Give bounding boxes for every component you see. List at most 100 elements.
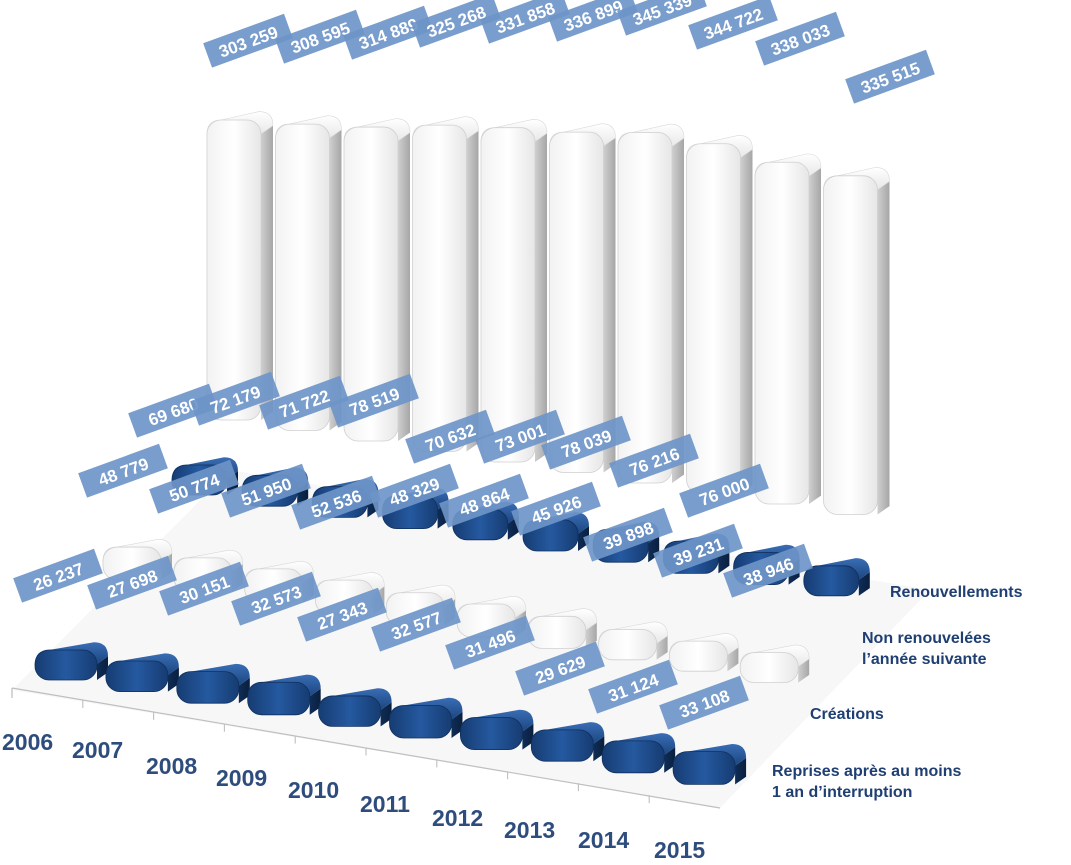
bar-3-2012 bbox=[459, 717, 523, 750]
data-label-box bbox=[548, 0, 638, 42]
bar-side bbox=[309, 688, 321, 715]
data-label-box bbox=[475, 409, 565, 464]
data-label-box bbox=[291, 475, 381, 530]
year-label-2007: 2007 bbox=[72, 737, 123, 763]
year-label-2013: 2013 bbox=[504, 817, 555, 843]
year-label-2010: 2010 bbox=[288, 777, 339, 803]
bar-side bbox=[809, 167, 821, 504]
bar-0-2006 bbox=[206, 119, 262, 421]
data-label-box bbox=[369, 463, 459, 518]
series-label-3: 1 an d’interruption bbox=[772, 784, 912, 801]
bar-2-2015 bbox=[739, 652, 799, 683]
bar-2-2013 bbox=[598, 629, 657, 661]
data-label-box bbox=[190, 371, 280, 426]
bar-side bbox=[329, 129, 342, 431]
bar-0-2008 bbox=[343, 126, 399, 442]
data-label-box bbox=[411, 0, 501, 48]
bar-3-2013 bbox=[530, 729, 594, 762]
data-label-box bbox=[679, 463, 769, 518]
bar-side bbox=[735, 757, 747, 785]
bar-1-2015 bbox=[803, 565, 860, 597]
bar-side bbox=[97, 656, 108, 680]
bar-side bbox=[664, 747, 676, 773]
bar-side bbox=[451, 711, 463, 738]
bar-0-2013 bbox=[686, 143, 741, 494]
data-label-box bbox=[275, 9, 365, 64]
data-label-box bbox=[405, 409, 495, 464]
data-label-box bbox=[480, 0, 570, 44]
bar-3-2011 bbox=[389, 705, 452, 739]
year-label-2011: 2011 bbox=[360, 791, 410, 817]
data-label-box bbox=[371, 597, 461, 652]
bar-0-2009 bbox=[412, 124, 467, 452]
bar-side bbox=[398, 132, 410, 442]
series-label-3: Reprises après au moins bbox=[772, 763, 962, 780]
data-label-box bbox=[609, 433, 699, 488]
data-label-box bbox=[845, 49, 935, 104]
bar-0-2011 bbox=[549, 131, 604, 473]
bar-side bbox=[238, 677, 250, 704]
bar-side bbox=[603, 137, 616, 473]
bar-3-2015 bbox=[672, 751, 736, 785]
bar-2-2014 bbox=[669, 640, 728, 672]
year-label-2012: 2012 bbox=[432, 805, 483, 831]
bar-0-2014 bbox=[754, 161, 810, 505]
bar-2-2012 bbox=[527, 615, 587, 649]
data-label-box bbox=[149, 459, 239, 514]
bar-side bbox=[593, 736, 605, 762]
bar-3-2007 bbox=[105, 660, 169, 693]
bar-3-2008 bbox=[176, 671, 240, 704]
bar-0-2012 bbox=[617, 132, 673, 484]
year-label-2008: 2008 bbox=[146, 753, 197, 779]
data-label-box bbox=[13, 548, 103, 603]
bar-3-2006 bbox=[34, 649, 98, 681]
year-label-2015: 2015 bbox=[654, 837, 705, 863]
bar-side bbox=[585, 622, 597, 649]
data-label-box bbox=[688, 0, 778, 50]
bar-side bbox=[466, 130, 479, 452]
bar-side bbox=[522, 723, 534, 750]
series-label-2: Créations bbox=[810, 706, 884, 723]
data-label-0-2015: 335 515 bbox=[845, 49, 935, 104]
data-label-box bbox=[511, 481, 601, 536]
data-label-box bbox=[78, 443, 168, 498]
bar-side bbox=[535, 133, 547, 463]
data-label-box bbox=[203, 13, 293, 68]
x-axis: 2006 2007 2008 2009 2010 2011 2012 2013 2014 2015 bbox=[2, 687, 721, 863]
data-label-box bbox=[588, 659, 678, 714]
bar-3-2009 bbox=[247, 681, 311, 716]
data-label-3-2006: 26 237 bbox=[13, 548, 103, 603]
data-label-text: 336 899 bbox=[561, 0, 625, 36]
data-label-box bbox=[723, 543, 813, 598]
bar-3-2014 bbox=[601, 740, 665, 774]
bar-3-2010 bbox=[318, 695, 382, 727]
series-label-0: Renouvellements bbox=[890, 584, 1023, 601]
data-label-box bbox=[159, 561, 249, 616]
data-label-box bbox=[439, 473, 529, 528]
bar-side bbox=[858, 572, 870, 596]
data-label-box bbox=[445, 615, 535, 670]
year-label-2009: 2009 bbox=[216, 765, 267, 791]
data-label-box bbox=[617, 0, 707, 36]
bar-side bbox=[877, 181, 890, 515]
data-label-box bbox=[297, 587, 387, 642]
year-label-2014: 2014 bbox=[578, 827, 629, 853]
data-label-box bbox=[653, 523, 743, 578]
series-label-1: Non renouvelées bbox=[862, 630, 991, 647]
data-label-box bbox=[329, 373, 419, 428]
year-label-2006: 2006 bbox=[2, 729, 53, 755]
bar-side bbox=[261, 125, 273, 420]
data-label-box bbox=[221, 463, 311, 518]
data-label-box bbox=[541, 415, 631, 470]
data-label-box bbox=[515, 641, 605, 696]
bar-0-2015 bbox=[823, 175, 878, 515]
series-labels: Renouvellements Non renouvelées l’année su… bbox=[772, 584, 1023, 801]
bar-side bbox=[380, 702, 392, 727]
data-label-box bbox=[755, 11, 845, 66]
data-label-box bbox=[128, 383, 218, 438]
data-label-box bbox=[259, 375, 349, 430]
data-label-box bbox=[231, 571, 321, 626]
data-label-box bbox=[583, 507, 673, 562]
data-label-box bbox=[659, 675, 749, 730]
